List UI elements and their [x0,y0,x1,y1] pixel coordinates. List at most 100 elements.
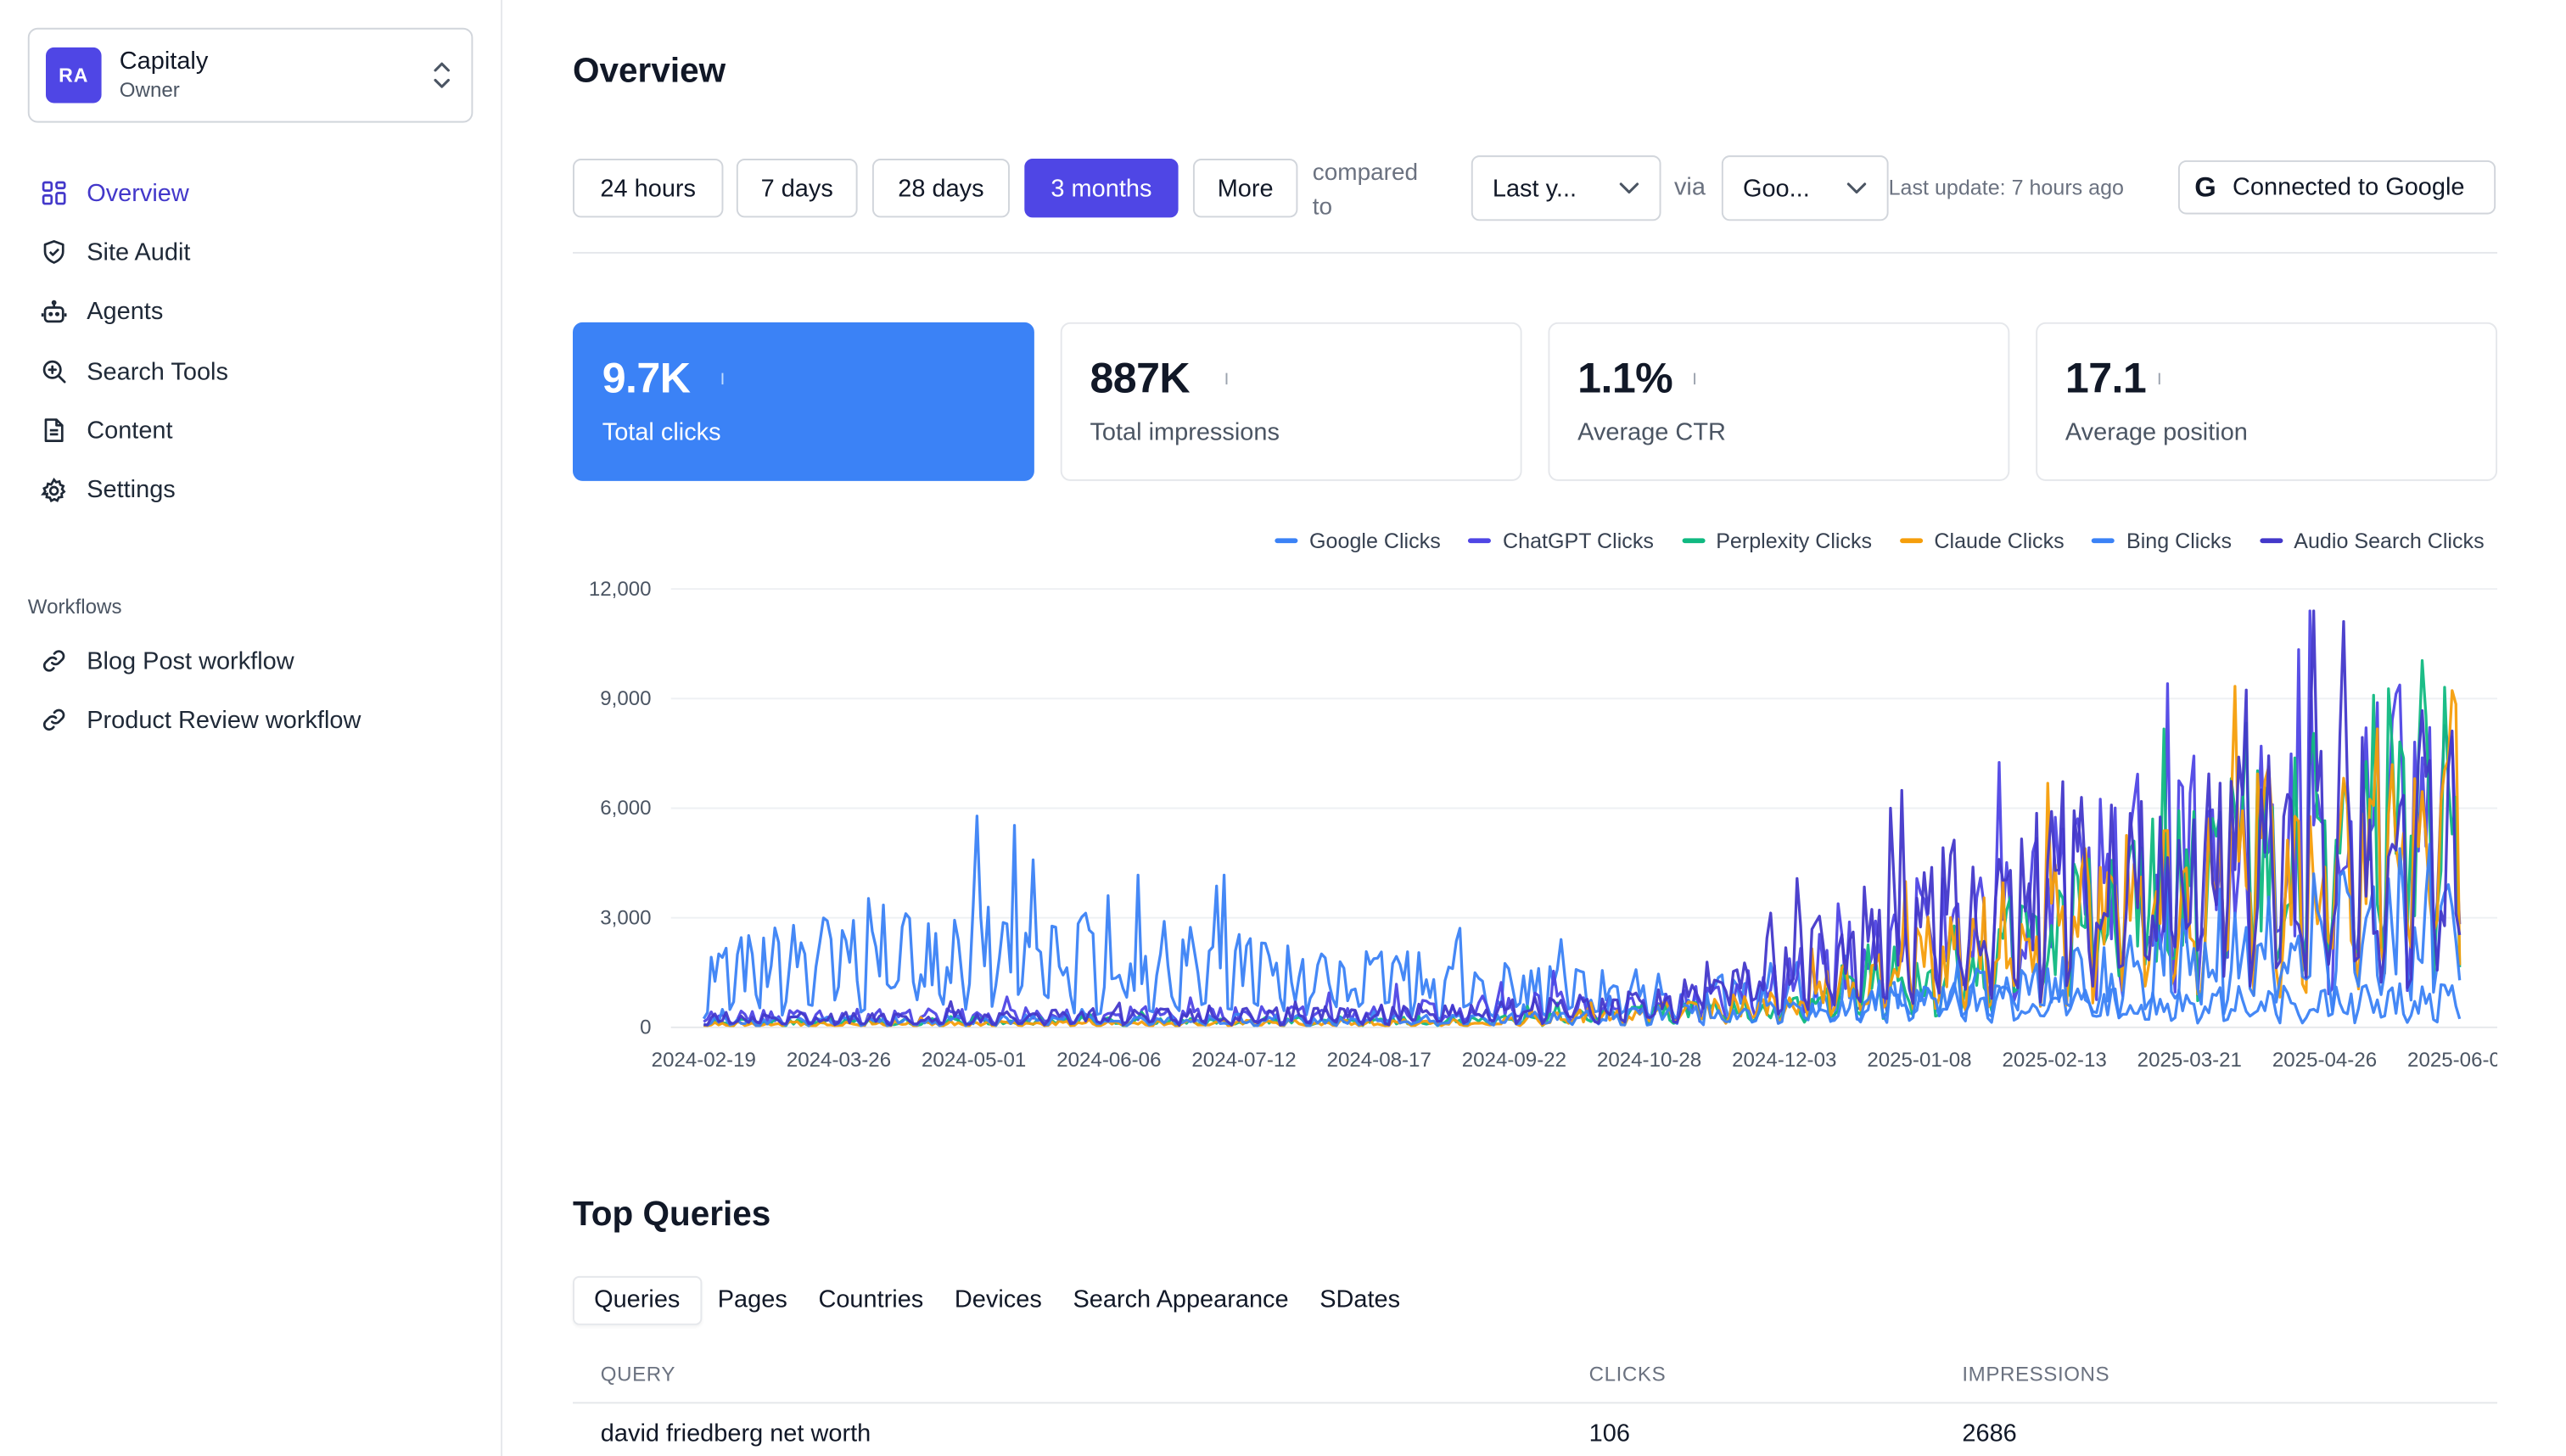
sidebar-item-content[interactable]: Content [28,401,473,461]
legend-label: Bing Clicks [2126,528,2232,553]
impressions-cell: 2686 [1962,1420,2017,1448]
org-name: Capitaly [119,47,209,76]
x-tick-label: 2024-10-28 [1597,1049,1701,1072]
page-title: Overview [573,52,726,91]
series-line [702,815,2462,1025]
sidebar-item-settings[interactable]: Settings [28,461,473,520]
sidebar-item-label: Site Audit [87,238,191,267]
legend-swatch [1681,538,1705,544]
legend-item[interactable]: Bing Clicks [2092,529,2232,553]
tab-devices[interactable]: Devices [954,1285,1042,1314]
main-nav: Overview Site Audit Agents Search Tools … [28,164,473,520]
info-mark-icon [1225,372,1228,385]
robot-icon [41,300,67,322]
legend-item[interactable]: Perplexity Clicks [1681,528,1873,553]
sidebar-item-label: Settings [87,476,176,505]
column-header-query[interactable]: QUERY [600,1363,675,1386]
chevron-up-down-icon [434,62,450,88]
sidebar-item-search-tools[interactable]: Search Tools [28,342,473,401]
clicks-chart: Google Clicks ChatGPT Clicks Perplexity Cl… [573,515,2498,1088]
search-zoom-icon [42,360,66,384]
chart-legend: Google Clicks ChatGPT Clicks Perplexity Cl… [1247,529,2485,553]
legend-label: Audio Search Clicks [2294,528,2485,553]
series-line [703,609,2462,1027]
x-tick-label: 2025-01-08 [1867,1049,1971,1072]
x-tick-label: 2024-03-26 [787,1049,891,1072]
x-tick-label: 2024-06-06 [1056,1049,1161,1072]
compared-to-label: compared to [1312,160,1419,221]
x-tick-label: 2024-09-22 [1462,1049,1566,1072]
tab-pages[interactable]: Pages [717,1285,787,1314]
sidebar-item-label: Agents [87,298,164,327]
metric-card-total-impressions[interactable]: 887K Total impressions [1060,322,1522,481]
legend-item[interactable]: Google Clicks [1275,529,1441,553]
query-cell: david friedberg net worth [600,1420,871,1448]
sidebar-item-blog-post-workflow[interactable]: Blog Post workflow [28,631,473,691]
metric-card-total-clicks[interactable]: 9.7K Total clicks [573,322,1034,481]
sidebar-item-product-review-workflow[interactable]: Product Review workflow [28,691,473,750]
org-switcher[interactable]: RA Capitaly Owner [27,27,473,123]
legend-label: ChatGPT Clicks [1503,528,1654,553]
x-tick-label: 2025-06-01 [2407,1049,2497,1072]
tab-sdates[interactable]: SDates [1319,1285,1401,1314]
legend-swatch [2092,538,2115,544]
connected-label: Connected to Google [2233,173,2465,202]
metric-label: Total clicks [602,418,721,447]
metric-label: Average CTR [1577,418,1726,447]
x-tick-label: 2025-04-26 [2272,1049,2377,1072]
column-header-clicks[interactable]: CLICKS [1588,1363,1667,1386]
x-tick-label: 2024-08-17 [1327,1049,1431,1072]
table-header: QUERY CLICKS IMPRESSIONS [573,1354,2498,1404]
range-more-button[interactable]: More [1192,159,1298,218]
via-label: via [1673,173,1706,202]
shield-check-icon [43,240,64,265]
link-icon [42,709,65,731]
connected-to-google-button[interactable]: G Connected to Google [2177,160,2496,215]
sidebar-item-label: Overview [87,179,189,208]
data-source-select[interactable]: Goo... [1721,155,1889,221]
range-24-hours-button[interactable]: 24 hours [573,159,724,218]
metric-card-average-ctr[interactable]: 1.1% Average CTR [1548,322,2010,481]
legend-item[interactable]: Claude Clicks [1899,529,2065,553]
column-header-impressions[interactable]: IMPRESSIONS [1962,1363,2110,1386]
grid-icon [42,181,66,205]
info-mark-icon [2158,372,2160,385]
workflows-list: Blog Post workflow Product Review workfl… [28,631,473,750]
sidebar-item-site-audit[interactable]: Site Audit [28,223,473,283]
x-tick-label: 2025-03-21 [2137,1049,2242,1072]
last-update-text: Last update: 7 hours ago [1888,175,2125,200]
info-mark-icon [1694,372,1696,385]
metric-value: 9.7K [602,353,691,403]
tab-search-appearance[interactable]: Search Appearance [1073,1285,1289,1314]
sidebar-item-agents[interactable]: Agents [28,283,473,342]
legend-swatch [1275,538,1298,544]
tab-queries[interactable]: Queries [573,1275,702,1325]
metric-cards: 9.7K Total clicks 887K Total impressions… [573,322,2498,481]
gear-icon [41,477,66,502]
chevron-down-icon [1619,182,1639,194]
legend-item[interactable]: Audio Search Clicks [2259,528,2485,553]
metric-label: Average position [2065,418,2248,447]
y-tick-label: 6,000 [600,797,651,820]
y-tick-label: 9,000 [600,687,651,710]
x-tick-label: 2024-05-01 [922,1049,1026,1072]
sidebar-item-label: Blog Post workflow [87,647,294,675]
y-tick-label: 0 [640,1016,651,1039]
legend-item[interactable]: ChatGPT Clicks [1468,528,1654,553]
range-7-days-button[interactable]: 7 days [736,159,858,218]
legend-label: Perplexity Clicks [1716,528,1873,553]
y-tick-label: 12,000 [589,578,652,601]
chevron-down-icon [1846,182,1867,194]
range-3-months-button[interactable]: 3 months [1024,159,1179,218]
table-row[interactable]: david friedberg net worth 106 2686 [573,1410,2497,1456]
tab-countries[interactable]: Countries [818,1285,924,1314]
range-28-days-button[interactable]: 28 days [871,159,1010,218]
metric-card-average-position[interactable]: 17.1 Average position [2036,322,2498,481]
top-queries-title: Top Queries [573,1196,771,1234]
info-mark-icon [721,372,724,385]
sidebar-item-overview[interactable]: Overview [28,164,473,223]
compare-period-select[interactable]: Last y... [1471,155,1661,221]
data-source-value: Goo... [1742,174,1810,203]
legend-label: Google Clicks [1309,528,1441,553]
clicks-cell: 106 [1588,1420,1630,1448]
